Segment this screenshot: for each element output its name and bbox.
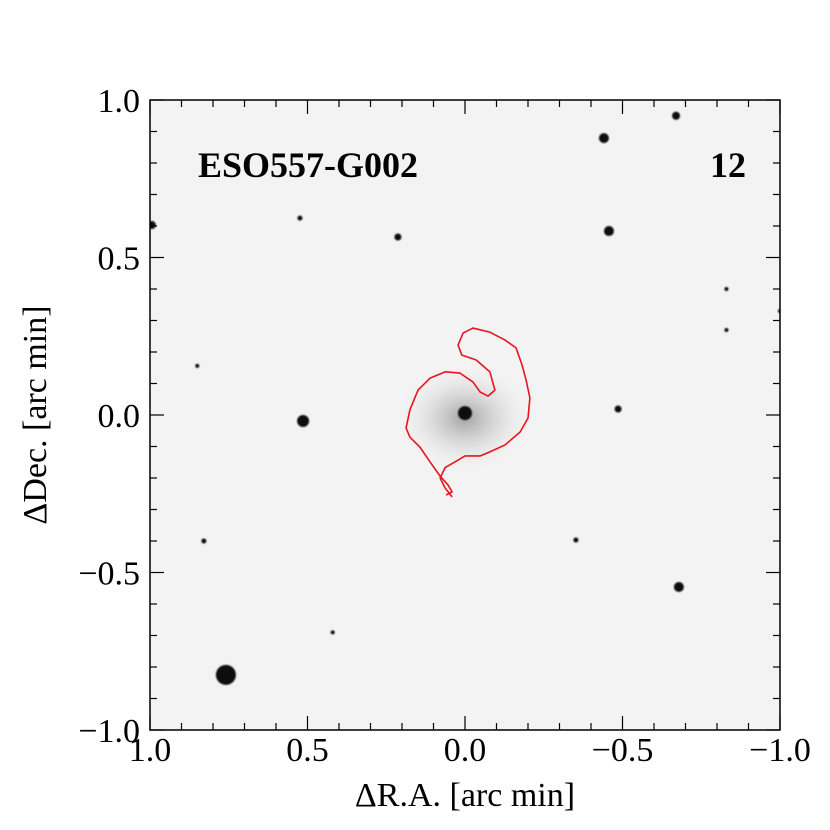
point-source (672, 111, 681, 120)
point-source (598, 133, 609, 144)
x-axis-label: ΔR.A. [arc min] (355, 777, 575, 814)
y-tick-label: −1.0 (78, 713, 140, 750)
point-source (150, 221, 156, 230)
y-axis-label: ΔDec. [arc min] (17, 305, 54, 524)
x-tick-label: 0.5 (286, 732, 329, 769)
y-tick-label: 1.0 (98, 83, 141, 120)
point-source (458, 406, 472, 421)
x-tick-label: 0.0 (444, 732, 487, 769)
contour (405, 327, 531, 498)
point-source (724, 327, 729, 332)
point-source (215, 664, 236, 685)
y-tick-label: −0.5 (78, 556, 140, 593)
point-source (724, 287, 729, 291)
y-tick-label: 0.5 (98, 241, 141, 278)
point-source (614, 405, 622, 413)
point-source (201, 538, 207, 544)
point-source (195, 363, 200, 368)
x-tick-label: −1.0 (749, 732, 811, 769)
x-tick-label: −0.5 (592, 732, 654, 769)
point-source (297, 414, 310, 427)
panel-number: 12 (710, 145, 746, 185)
point-source (603, 226, 614, 237)
galaxy-name: ESO557-G002 (198, 145, 418, 185)
point-source (330, 630, 335, 635)
point-source (394, 233, 402, 241)
x-tick-label: 1.0 (129, 732, 172, 769)
point-source (297, 215, 303, 221)
y-tick-label: 0.0 (98, 398, 141, 435)
point-source (673, 581, 684, 592)
image-layer (150, 111, 780, 685)
point-source (573, 537, 579, 543)
